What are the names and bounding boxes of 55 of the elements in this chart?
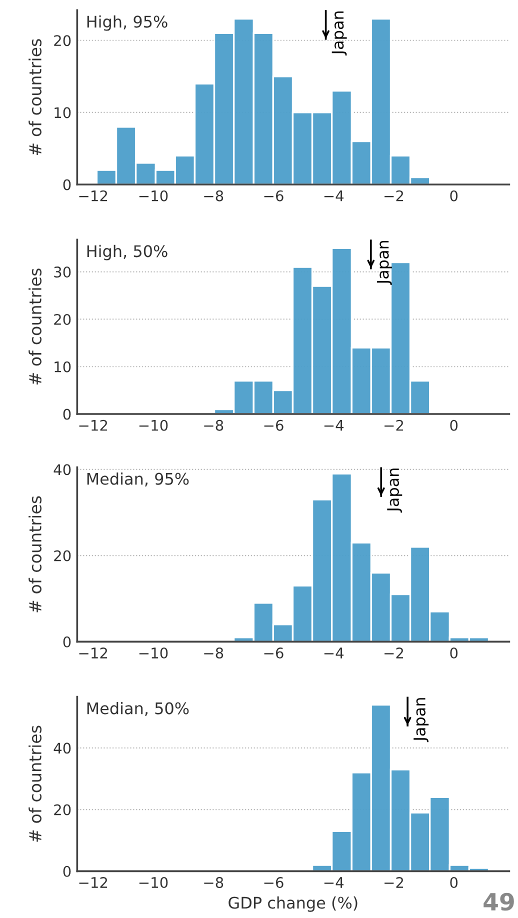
y-tick-label: 0	[63, 408, 71, 420]
chart-title: High, 95%	[87, 15, 168, 31]
y-tick-label: 10	[54, 361, 71, 372]
x-tick-label: −12	[79, 190, 108, 202]
y-tick-label: 20	[54, 804, 71, 816]
x-tick-label: −2	[384, 420, 404, 431]
chart-title: High, 50%	[87, 244, 168, 260]
x-tick-label: 0	[450, 420, 458, 431]
y-tick-label: 10	[54, 107, 71, 118]
x-tick-label: 0	[450, 190, 458, 202]
x-tick-label: 0	[450, 876, 458, 888]
x-tick-label: −2	[384, 647, 404, 658]
x-tick-label: −8	[204, 876, 224, 888]
x-tick-label: −8	[204, 190, 224, 202]
x-tick-label: −10	[139, 647, 168, 659]
x-tick-label: −2	[384, 876, 404, 888]
text: 49	[484, 892, 514, 911]
x-tick-label: −6	[264, 420, 284, 431]
x-tick-label: −4	[324, 877, 344, 888]
y-tick-label: 40	[54, 742, 71, 754]
y-tick-label: 20	[54, 314, 71, 325]
ref-line-label: Japan	[332, 11, 347, 56]
x-tick-label: −6	[264, 876, 284, 888]
y-tick-label: 20	[54, 550, 71, 562]
y-tick-label: 0	[63, 866, 71, 877]
x-tick-label: −4	[324, 648, 344, 658]
x-tick-label: −4	[324, 190, 344, 202]
x-tick-label: −12	[79, 876, 108, 888]
x-tick-label: −10	[139, 420, 168, 431]
x-tick-label: −10	[139, 876, 168, 888]
x-tick-label: −12	[79, 647, 108, 658]
y-tick-label: 30	[54, 266, 71, 278]
ref-line-label: Japan	[414, 698, 429, 742]
x-tick-label: −6	[264, 647, 284, 659]
x-axis-title: GDP change (%)	[228, 896, 358, 912]
x-tick-label: −8	[204, 647, 224, 659]
x-tick-label: −10	[139, 190, 168, 202]
ref-line-label: Japan	[376, 240, 392, 285]
x-tick-label: −2	[384, 190, 404, 202]
y-axis-title: # of countries	[28, 726, 42, 842]
y-tick-label: 40	[54, 464, 71, 476]
y-tick-label: 20	[54, 35, 71, 46]
ref-line-label: Japan	[387, 468, 402, 513]
y-axis-title: # of countries	[28, 496, 42, 612]
chart-title: Median, 50%	[87, 702, 189, 716]
y-axis-title: # of countries	[28, 268, 42, 385]
x-tick-label: −12	[79, 420, 108, 431]
x-tick-label: −8	[204, 420, 224, 431]
x-tick-label: −4	[324, 420, 344, 431]
y-tick-label: 0	[63, 636, 71, 648]
x-tick-label: −6	[264, 190, 284, 202]
x-tick-label: 0	[450, 647, 458, 659]
chart-title: Median, 95%	[87, 472, 189, 486]
y-tick-label: 0	[63, 179, 71, 190]
y-axis-title: # of countries	[28, 39, 42, 156]
